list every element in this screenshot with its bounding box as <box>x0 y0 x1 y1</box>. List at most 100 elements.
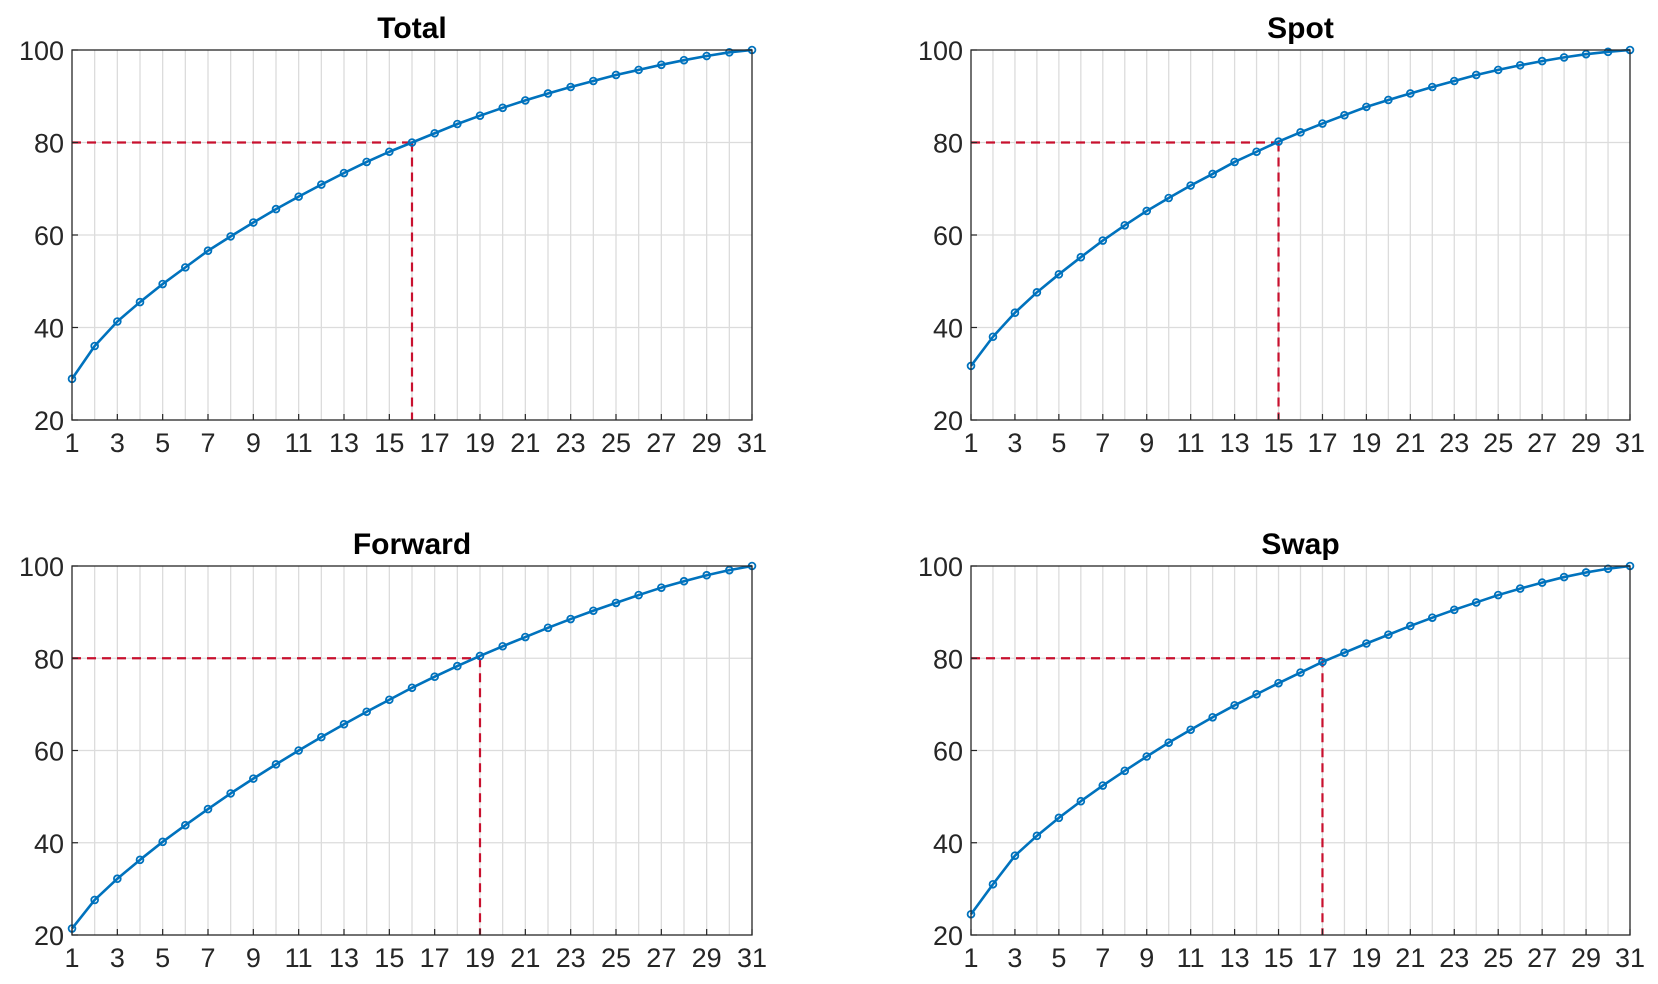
data-point <box>1230 157 1239 167</box>
data-point <box>1186 181 1195 190</box>
data-point <box>113 874 122 884</box>
series-line <box>70 564 753 930</box>
data-point <box>1340 648 1349 658</box>
chart-title: Swap <box>1261 528 1339 561</box>
data-point <box>362 157 371 167</box>
data-point <box>1274 678 1283 688</box>
x-tick-label: 11 <box>285 943 313 973</box>
data-point <box>135 297 145 307</box>
y-tick-label: 60 <box>933 737 963 767</box>
data-point <box>181 263 190 272</box>
data-point <box>249 218 258 227</box>
x-tick-label: 21 <box>1395 428 1425 458</box>
data-point <box>1493 590 1503 600</box>
x-tick-label: 13 <box>1220 428 1250 458</box>
x-tick-label: 31 <box>1615 943 1645 973</box>
data-point <box>1032 831 1042 841</box>
x-tick-label: 23 <box>1439 943 1469 973</box>
y-tick-label: 20 <box>933 406 963 436</box>
data-point <box>1318 119 1327 128</box>
x-tick-label: 11 <box>285 428 313 458</box>
data-point <box>566 614 575 624</box>
data-point <box>725 48 734 57</box>
data-point <box>181 820 190 830</box>
series-line <box>969 48 1631 367</box>
data-point <box>1098 781 1108 790</box>
data-point <box>702 570 711 580</box>
x-tick-label: 1 <box>64 943 79 973</box>
data-point <box>657 583 666 592</box>
data-point <box>988 332 998 342</box>
data-point <box>1164 738 1173 747</box>
x-tick-label: 17 <box>420 943 450 973</box>
data-point <box>657 60 666 70</box>
data-point <box>1537 56 1547 66</box>
data-point <box>1406 621 1415 631</box>
x-tick-label: 13 <box>329 428 359 458</box>
x-tick-label: 1 <box>963 943 978 973</box>
data-point <box>407 683 417 693</box>
y-tick-label: 80 <box>933 644 963 674</box>
y-tick-label: 20 <box>34 921 64 951</box>
x-tick-label: 19 <box>465 943 495 973</box>
x-tick-label: 17 <box>1307 428 1337 458</box>
data-point <box>1010 308 1020 318</box>
data-point <box>521 632 530 642</box>
x-tick-label: 17 <box>1307 943 1337 973</box>
data-point <box>1559 572 1569 582</box>
x-tick-label: 19 <box>1351 428 1381 458</box>
y-tick-label: 80 <box>34 129 64 159</box>
y-tick-label: 40 <box>933 829 963 859</box>
x-tick-label: 5 <box>1051 943 1066 973</box>
data-point <box>1296 668 1305 677</box>
data-point <box>1581 568 1591 577</box>
data-point <box>1428 613 1437 622</box>
data-point <box>271 760 281 769</box>
y-tick-label: 80 <box>34 644 64 674</box>
x-tick-label: 27 <box>646 428 676 458</box>
data-point <box>988 879 998 889</box>
data-point <box>1076 252 1086 262</box>
data-point <box>226 789 235 798</box>
y-tick-label: 100 <box>918 36 963 66</box>
x-tick-label: 9 <box>246 943 261 973</box>
x-tick-label: 23 <box>1439 428 1469 458</box>
data-point <box>725 565 734 575</box>
x-tick-label: 3 <box>1007 428 1022 458</box>
data-point <box>1493 65 1503 75</box>
data-point <box>1032 288 1042 297</box>
data-point <box>1384 95 1393 105</box>
x-tick-label: 9 <box>246 428 261 458</box>
data-point <box>1208 169 1217 179</box>
series-line <box>70 48 753 380</box>
x-tick-label: 29 <box>692 943 722 973</box>
x-tick-label: 13 <box>1220 943 1250 973</box>
data-point <box>475 111 485 120</box>
data-point <box>339 719 349 729</box>
data-point <box>113 317 122 326</box>
x-tick-label: 7 <box>1095 943 1110 973</box>
data-point <box>1603 47 1613 57</box>
data-point <box>1076 796 1086 806</box>
y-tick-label: 20 <box>933 921 963 951</box>
x-tick-label: 3 <box>1007 943 1022 973</box>
data-point <box>543 89 553 98</box>
x-tick-label: 23 <box>556 428 586 458</box>
x-tick-label: 25 <box>601 943 631 973</box>
y-tick-label: 60 <box>34 737 64 767</box>
data-point <box>589 606 598 616</box>
chart-title: Spot <box>1267 12 1334 45</box>
x-tick-label: 3 <box>110 428 125 458</box>
data-point <box>1054 813 1064 823</box>
x-tick-label: 19 <box>1351 943 1381 973</box>
data-point <box>362 707 371 717</box>
chart-panel: 1 3 5 7 9 11 13 15 17 19 21 23 25 27 29 3120406080100Sp… <box>918 12 1645 458</box>
data-point <box>1559 53 1569 62</box>
x-tick-label: 31 <box>737 428 767 458</box>
data-point <box>385 147 394 157</box>
x-tick-label: 7 <box>200 428 215 458</box>
y-tick-label: 80 <box>933 129 963 159</box>
data-point <box>453 661 462 671</box>
data-point <box>1010 851 1020 860</box>
x-tick-label: 25 <box>1483 943 1513 973</box>
